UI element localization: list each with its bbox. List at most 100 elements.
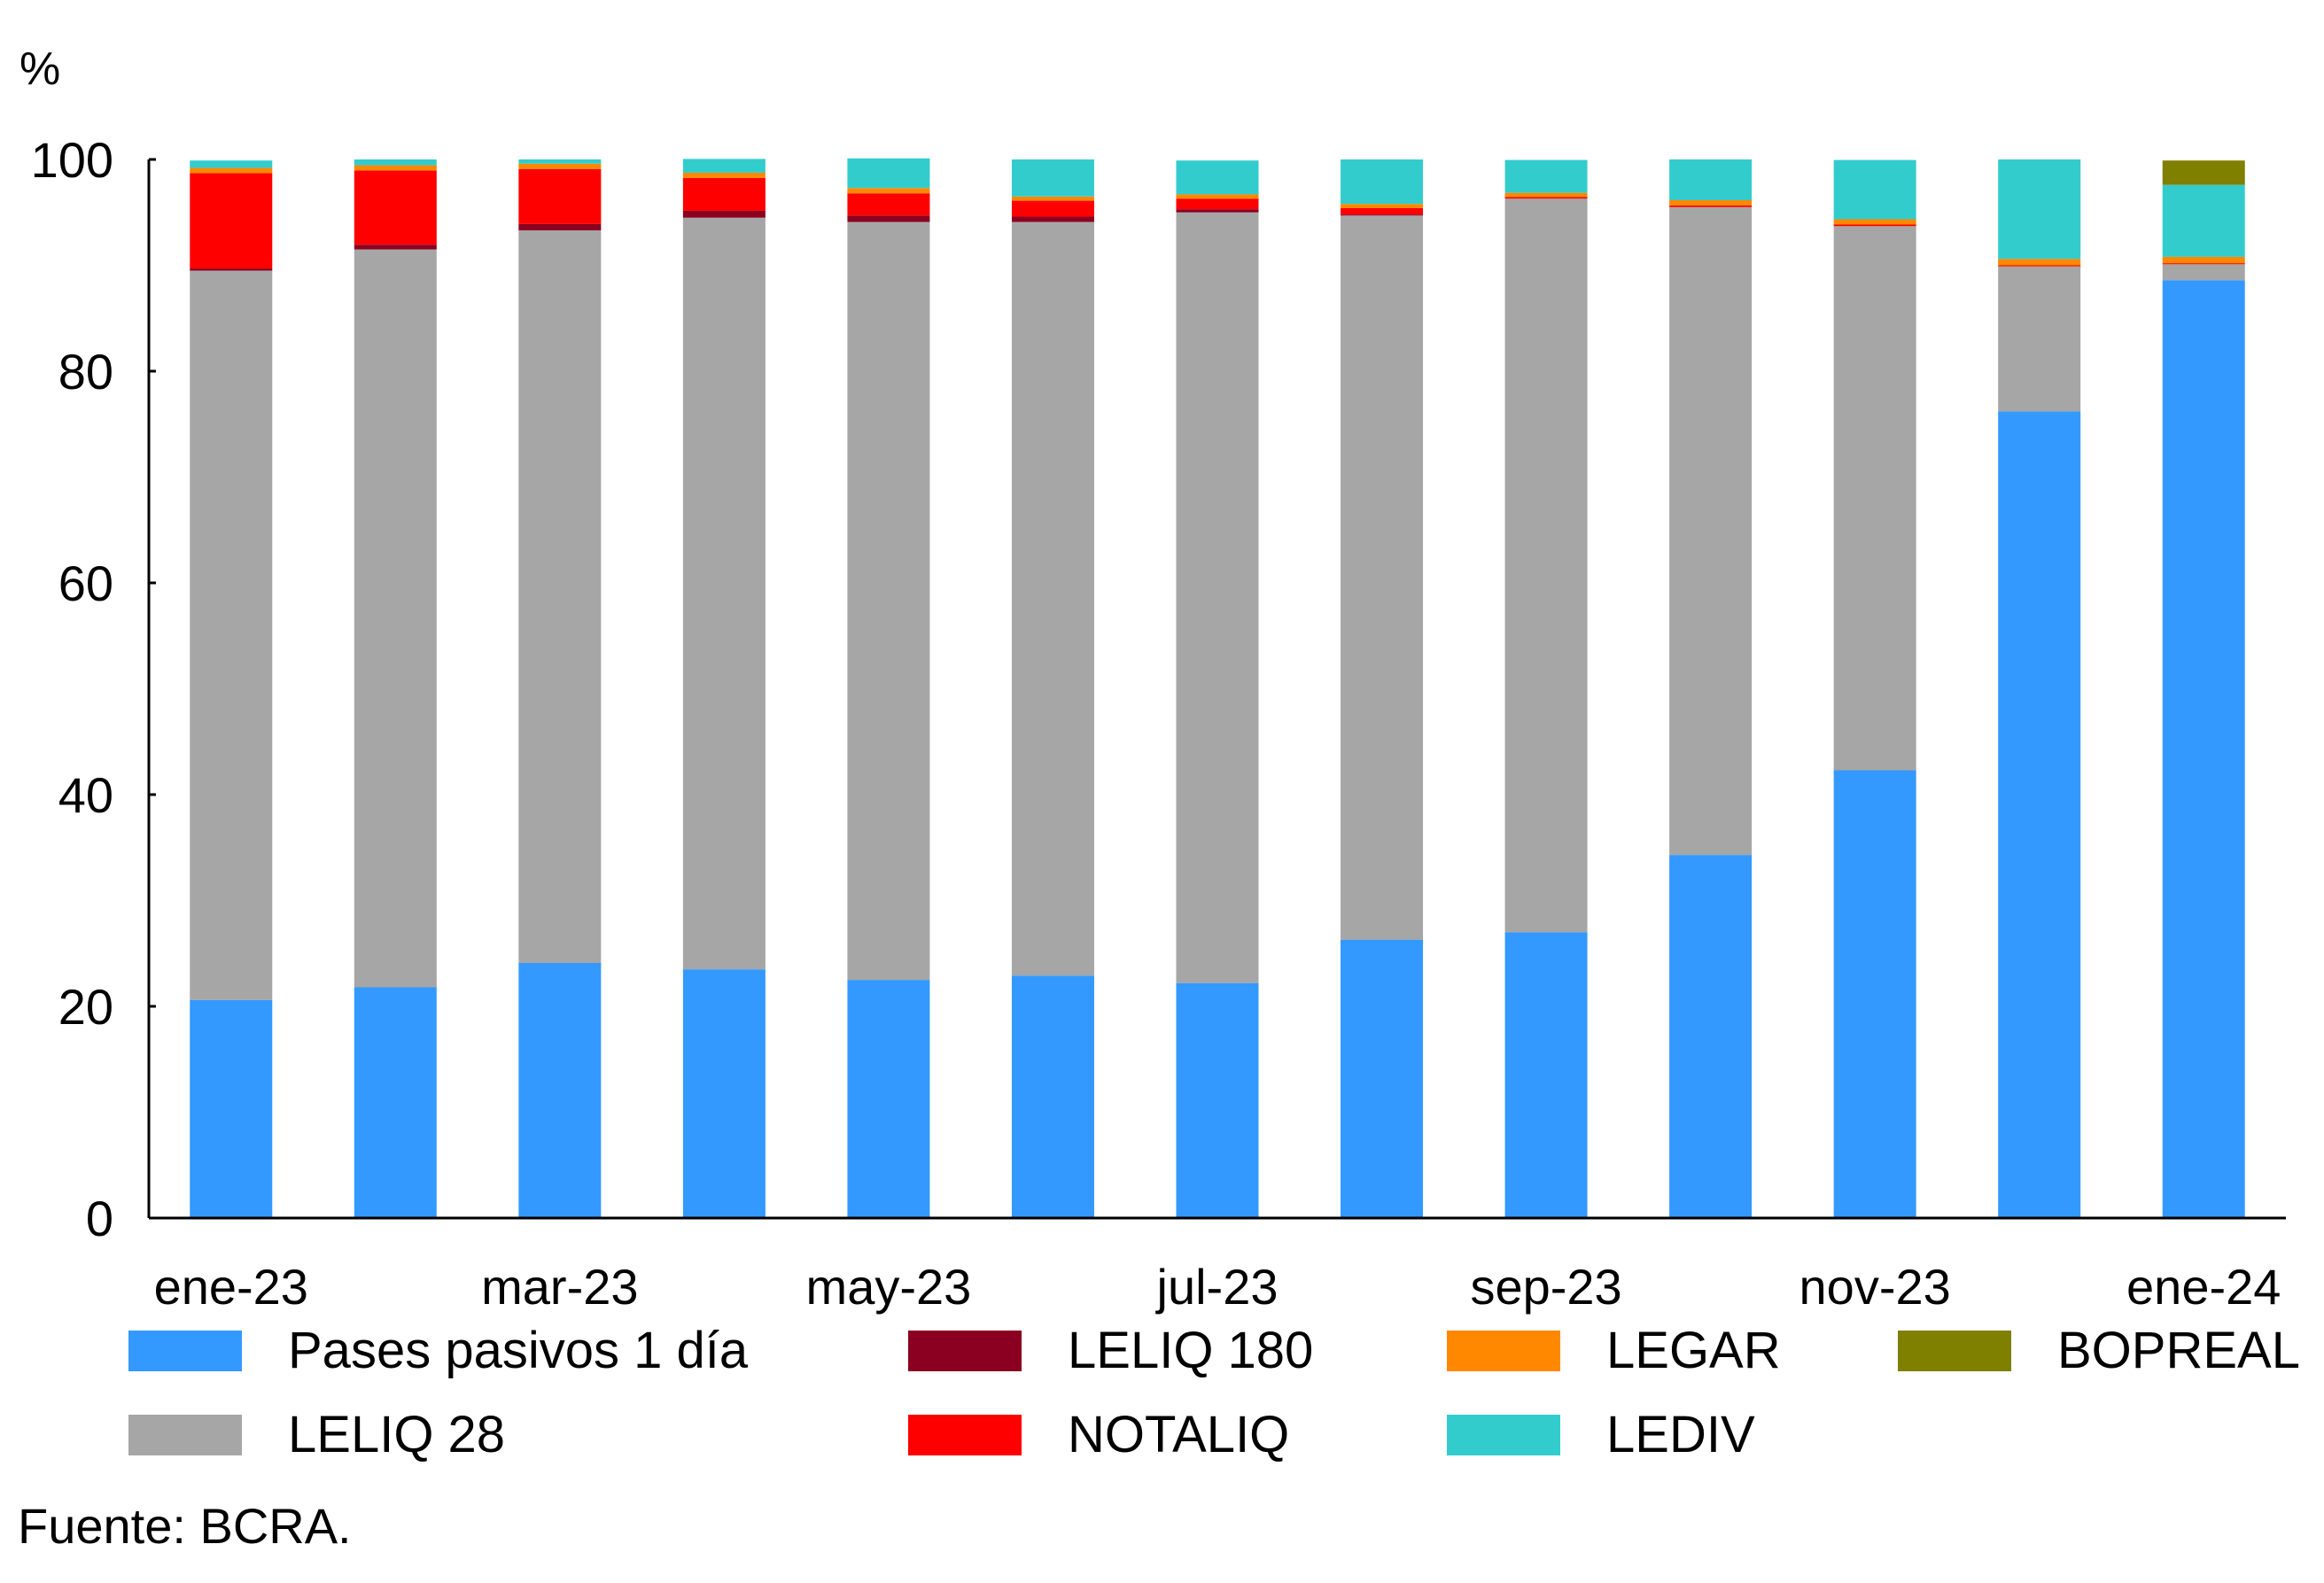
bar-segment-legar-dic-23 [1998,259,2081,266]
legend-label-bopreal: BOPREAL [2057,1322,2300,1379]
y-tick-label: 60 [58,555,113,611]
bar-segment-leliq-180-may-23 [847,215,930,222]
bar-segment-leliq-180-ago-23 [1341,214,1424,216]
x-tick-label: sep-23 [1470,1259,1621,1315]
bar-segment-legar-ene-23 [190,167,273,174]
legend-item-notaliq: NOTALIQ [908,1404,1289,1466]
bar-segment-leliq-180-ene-23 [190,268,273,271]
bar-segment-notaliq-ago-23 [1341,207,1424,215]
bar-segment-lediv-abr-23 [682,159,766,173]
x-tick-label: may-23 [806,1259,972,1315]
x-tick-label: mar-23 [481,1259,638,1315]
bar-segment-lediv-mar-23 [518,159,602,164]
legend-label-leliq180: LELIQ 180 [1068,1322,1314,1379]
bar-segment-legar-sep-23 [1504,192,1588,198]
bar-segment-notaliq-nov-23 [1833,224,1916,227]
bar-segment-leliq-28-abr-23 [682,217,766,970]
bar-segment-legar-jul-23 [1176,194,1259,199]
bar-segment-pases-pasivos-1-d-a-feb-23 [354,987,437,1218]
legend-label-notaliq: NOTALIQ [1068,1406,1290,1463]
bar-segment-pases-pasivos-1-d-a-nov-23 [1833,770,1916,1218]
bar-segment-lediv-dic-23 [1998,159,2081,260]
legend-swatch-leliq180 [908,1331,1022,1371]
bar-segment-lediv-nov-23 [1833,159,1916,220]
bar-segment-leliq-28-ene-24 [2162,264,2245,281]
x-tick-label: jul-23 [1155,1259,1279,1315]
bar-segment-pases-pasivos-1-d-a-may-23 [847,980,930,1218]
axes-group: ene-23 mar-23 may-23 jul-23 sep-23 nov-23 ene-… [31,132,2286,1315]
bar-segment-pases-pasivos-1-d-a-jul-23 [1176,982,1259,1218]
bar-segment-lediv-jul-23 [1176,160,1259,195]
legend-swatch-leliq28 [128,1415,242,1455]
bar-segment-pases-pasivos-1-d-a-jun-23 [1011,975,1094,1218]
bar-segment-pases-pasivos-1-d-a-abr-23 [682,969,766,1218]
bar-segment-legar-feb-23 [354,165,437,171]
bar-segment-pases-pasivos-1-d-a-sep-23 [1504,932,1588,1218]
y-tick-label: 20 [58,979,113,1035]
legend-label-leliq28: LELIQ 28 [288,1406,506,1463]
bar-segment-leliq-28-sep-23 [1504,198,1588,933]
bar-segment-lediv-oct-23 [1669,159,1753,201]
source-note: Fuente: BCRA. [18,1498,352,1554]
bar-segment-notaliq-feb-23 [354,170,437,245]
bar-segment-notaliq-abr-23 [682,177,766,211]
y-tick-label: 40 [58,767,113,823]
bar-segment-notaliq-sep-23 [1504,197,1588,199]
bar-segment-lediv-ago-23 [1341,159,1424,205]
y-tick-label: 0 [86,1191,113,1246]
legend-swatch-legar [1447,1331,1560,1371]
bar-segment-pases-pasivos-1-d-a-ene-23 [190,999,273,1218]
legend-swatch-pases [128,1331,242,1371]
legend-swatch-bopreal [1898,1331,2011,1371]
legend-item-lediv: LEDIV [1447,1404,1755,1466]
bar-segment-leliq-28-ago-23 [1341,215,1424,940]
bar-segment-pases-pasivos-1-d-a-mar-23 [518,963,602,1218]
bar-segment-leliq-28-jun-23 [1011,221,1094,976]
bar-segment-leliq-180-feb-23 [354,244,437,250]
legend-item-pases: Pases pasivos 1 día [128,1320,748,1382]
bar-segment-pases-pasivos-1-d-a-ene-24 [2162,280,2245,1219]
bar-segment-leliq-28-ene-23 [190,270,273,1000]
bar-segment-pases-pasivos-1-d-a-oct-23 [1669,855,1753,1218]
bar-segment-legar-ene-24 [2162,256,2245,264]
stacked-bar-chart: ene-23 mar-23 may-23 jul-23 sep-23 nov-23 ene-… [31,132,2286,1315]
bar-segment-leliq-180-abr-23 [682,210,766,218]
bar-segment-leliq-28-oct-23 [1669,206,1753,856]
bar-segment-legar-jun-23 [1011,196,1094,201]
bars-group [190,158,2245,1219]
bar-segment-legar-mar-23 [518,163,602,169]
bar-segment-legar-ago-23 [1341,204,1424,208]
bar-segment-leliq-28-nov-23 [1833,226,1916,771]
legend-swatch-lediv [1447,1415,1560,1455]
y-axis-unit-label: % [19,43,61,95]
bar-segment-notaliq-dic-23 [1998,265,2081,267]
bar-segment-notaliq-jul-23 [1176,198,1259,210]
bar-segment-legar-may-23 [847,188,930,194]
legend-item-legar: LEGAR [1447,1320,1781,1382]
legend-item-leliq180: LELIQ 180 [908,1320,1313,1382]
bar-segment-notaliq-ene-23 [190,173,273,269]
bar-segment-lediv-jun-23 [1011,159,1094,197]
bar-segment-pases-pasivos-1-d-a-dic-23 [1998,411,2081,1218]
bar-segment-lediv-may-23 [847,158,930,189]
bar-segment-leliq-180-mar-23 [518,223,602,231]
legend-label-lediv: LEDIV [1606,1406,1755,1463]
bar-segment-leliq-180-jun-23 [1011,216,1094,222]
bar-segment-notaliq-jun-23 [1011,200,1094,217]
bar-segment-leliq-28-dic-23 [1998,266,2081,412]
bar-segment-bopreal-ene-24 [2162,160,2245,185]
bar-segment-leliq-28-feb-23 [354,249,437,988]
legend-label-legar: LEGAR [1606,1322,1781,1379]
legend: Pases pasivos 1 día LELIQ 28 LELIQ 180 N… [128,1320,2317,1488]
legend-swatch-notaliq [908,1415,1022,1455]
legend-item-leliq28: LELIQ 28 [128,1404,505,1466]
bar-segment-lediv-sep-23 [1504,159,1588,193]
legend-label-pases: Pases pasivos 1 día [288,1322,749,1379]
bar-segment-lediv-ene-23 [190,160,273,168]
bar-segment-lediv-feb-23 [354,159,437,166]
y-tick-label: 80 [58,344,113,400]
bar-segment-legar-oct-23 [1669,200,1753,206]
bar-segment-leliq-28-may-23 [847,221,930,981]
bar-segment-legar-nov-23 [1833,219,1916,225]
y-tick-label: 100 [31,132,113,188]
